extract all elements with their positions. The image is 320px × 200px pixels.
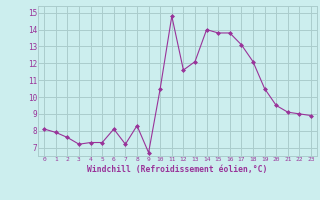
X-axis label: Windchill (Refroidissement éolien,°C): Windchill (Refroidissement éolien,°C) bbox=[87, 165, 268, 174]
